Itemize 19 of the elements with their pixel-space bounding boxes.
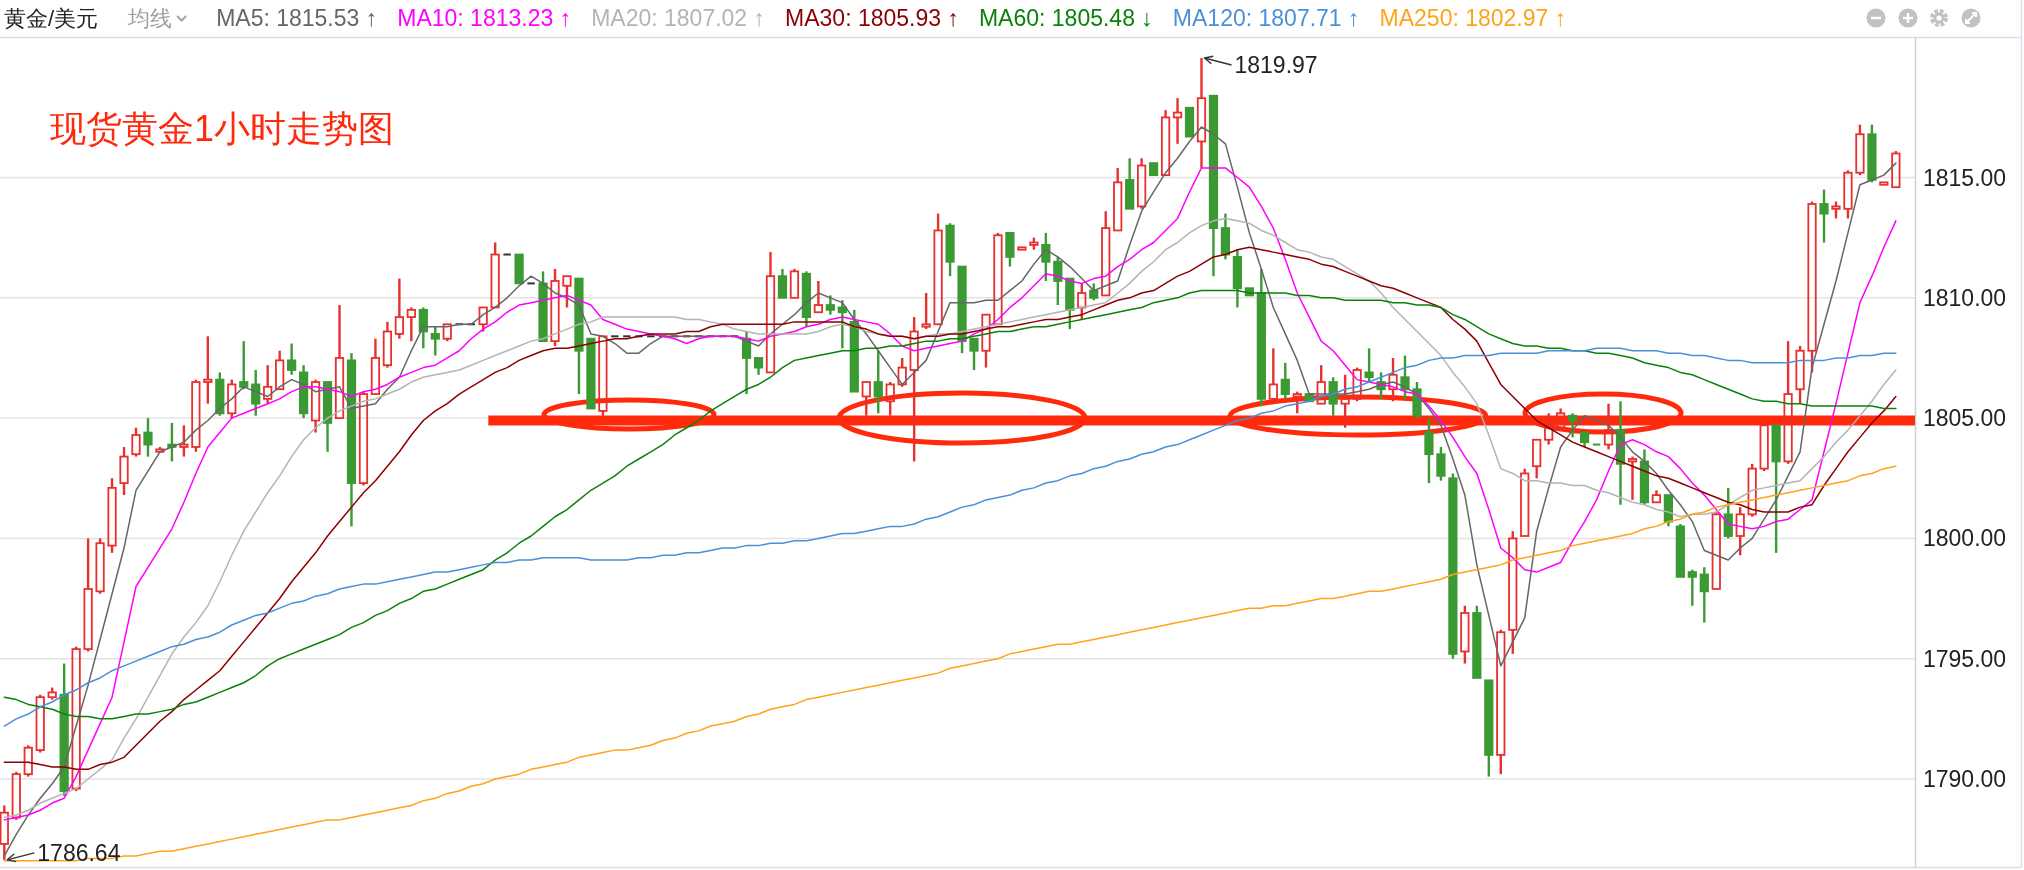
y-tick-label: 1810.00 [1923,284,2007,311]
text: MA10: 1813.23 ↑ [397,5,572,31]
text: MA60: 1805.48 ↓ [978,5,1153,31]
text: MA5: 1815.53 ↑ [216,5,378,31]
y-tick-label: 1815.00 [1923,164,2007,191]
chart-title: 黄金/美元 [4,5,99,31]
text: MA20: 1807.02 ↑ [591,5,766,31]
legend-title: 均线 [127,5,173,31]
text: MA120: 1807.71 ↑ [1172,5,1360,31]
annotation: 1786.64 [37,839,121,866]
text: MA250: 1802.97 ↑ [1379,5,1567,31]
text: 现货黄金1小时走势图 [50,107,395,149]
y-tick-label: 1790.00 [1923,765,2007,792]
legend-title-dropdown: 均线 [128,5,188,31]
y-tick-label: 1800.00 [1923,525,2007,552]
y-tick-label: 1795.00 [1923,645,2007,672]
y-tick-label: 1805.00 [1923,405,2007,432]
annotation: 1819.97 [1234,51,1318,78]
text: MA30: 1805.93 ↑ [785,5,959,31]
